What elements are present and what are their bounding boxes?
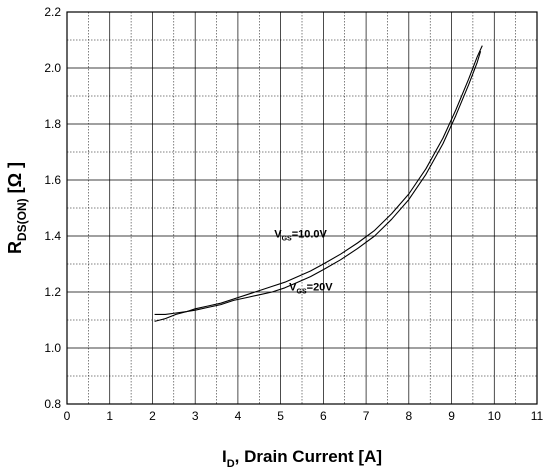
- x-tick-label: 4: [235, 409, 242, 423]
- x-tick-label: 6: [320, 409, 327, 423]
- x-tick-label: 11: [531, 409, 544, 423]
- series-line-vgs-20v: [154, 51, 482, 315]
- y-tick-label: 1.2: [44, 285, 61, 299]
- x-tick-label: 10: [488, 409, 502, 423]
- annotation-layer: VGS=10.0V VGS=20V: [274, 228, 333, 295]
- x-tick-label: 9: [448, 409, 455, 423]
- series-layer: [154, 45, 483, 322]
- y-tick-label: 1.0: [44, 341, 61, 355]
- x-axis-title: ID, Drain Current [A]: [222, 447, 382, 470]
- series-label-vgs-20v: VGS=20V: [289, 282, 333, 296]
- series-label-vgs-10v: VGS=10.0V: [274, 228, 327, 242]
- y-tick-label: 1.8: [44, 117, 61, 131]
- x-tick-label: 7: [363, 409, 370, 423]
- x-axis-title-sub: D: [227, 458, 235, 470]
- y-tick-label: 0.8: [44, 397, 61, 411]
- grid: [66, 11, 538, 405]
- y-tick-label: 1.4: [44, 229, 61, 243]
- y-axis-title-sub: DS(ON): [15, 198, 29, 241]
- tick-layer: 0 1 2 3 4 5 6 7 8 9 10 11 0.8 1.0 1.2 1.4 1.6 1.8 2.0 2.2: [44, 5, 543, 423]
- y-axis-title-rest: [Ω ]: [5, 162, 25, 198]
- x-tick-label: 1: [106, 409, 113, 423]
- plot-frame: [66, 11, 538, 405]
- x-axis-title-main: I: [222, 447, 227, 466]
- series-line-vgs-10v: [154, 45, 483, 322]
- x-tick-label: 5: [277, 409, 284, 423]
- x-tick-label: 2: [149, 409, 156, 423]
- x-tick-label: 0: [64, 409, 71, 423]
- x-tick-label: 3: [192, 409, 199, 423]
- y-tick-label: 2.0: [44, 61, 61, 75]
- x-tick-label: 8: [405, 409, 412, 423]
- y-axis-title: RDS(ON) [Ω ]: [5, 162, 29, 254]
- y-tick-label: 1.6: [44, 173, 61, 187]
- y-tick-label: 2.2: [44, 5, 61, 19]
- x-axis-title-rest: , Drain Current [A]: [235, 447, 382, 466]
- y-axis-title-main: R: [5, 241, 25, 254]
